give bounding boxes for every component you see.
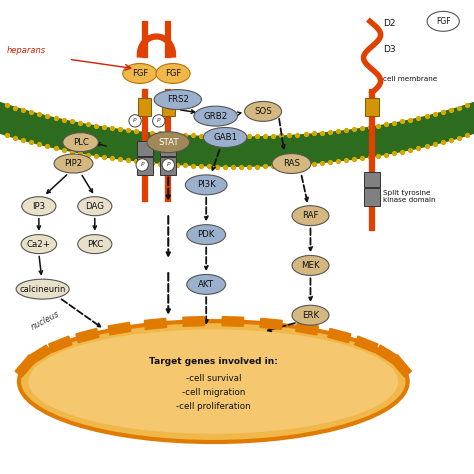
Ellipse shape bbox=[203, 128, 247, 147]
FancyBboxPatch shape bbox=[15, 354, 36, 378]
Ellipse shape bbox=[156, 64, 190, 83]
Ellipse shape bbox=[272, 154, 311, 173]
Ellipse shape bbox=[187, 274, 226, 294]
Text: nucleus: nucleus bbox=[29, 309, 61, 331]
Text: RAF: RAF bbox=[302, 211, 319, 220]
Ellipse shape bbox=[154, 90, 201, 109]
Text: P: P bbox=[157, 118, 161, 123]
Bar bbox=[137, 157, 153, 175]
Text: IP3: IP3 bbox=[32, 202, 46, 210]
FancyBboxPatch shape bbox=[144, 318, 167, 330]
Circle shape bbox=[153, 115, 165, 127]
Text: Target genes involved in:: Target genes involved in: bbox=[149, 357, 278, 365]
Text: GAB1: GAB1 bbox=[213, 133, 237, 142]
Text: FGF: FGF bbox=[165, 69, 181, 78]
Text: D2: D2 bbox=[383, 19, 395, 28]
Text: DAG: DAG bbox=[85, 202, 104, 210]
Ellipse shape bbox=[187, 225, 226, 245]
Circle shape bbox=[129, 115, 141, 127]
Circle shape bbox=[162, 159, 174, 171]
Text: -cell proliferation: -cell proliferation bbox=[176, 402, 251, 411]
Ellipse shape bbox=[63, 133, 99, 152]
Text: Split tyrosine
kinase domain: Split tyrosine kinase domain bbox=[383, 190, 436, 203]
Bar bbox=[137, 141, 153, 156]
Text: P: P bbox=[140, 163, 144, 167]
FancyBboxPatch shape bbox=[27, 345, 52, 365]
Text: PIP2: PIP2 bbox=[64, 159, 82, 168]
FancyBboxPatch shape bbox=[375, 345, 399, 365]
Ellipse shape bbox=[19, 321, 408, 442]
FancyBboxPatch shape bbox=[259, 318, 283, 330]
FancyBboxPatch shape bbox=[182, 316, 205, 327]
Text: P: P bbox=[166, 163, 170, 167]
Circle shape bbox=[136, 159, 148, 171]
Text: RAS: RAS bbox=[283, 159, 300, 168]
Text: SOS: SOS bbox=[254, 107, 272, 116]
Ellipse shape bbox=[292, 206, 329, 226]
Ellipse shape bbox=[185, 175, 227, 195]
Text: calcineurin: calcineurin bbox=[19, 285, 66, 293]
Text: FGF: FGF bbox=[132, 69, 148, 78]
Ellipse shape bbox=[78, 197, 112, 216]
Text: heparans: heparans bbox=[7, 46, 46, 55]
Text: ERK: ERK bbox=[302, 311, 319, 319]
Ellipse shape bbox=[16, 279, 69, 299]
Ellipse shape bbox=[22, 197, 56, 216]
Bar bbox=[160, 141, 176, 156]
Ellipse shape bbox=[78, 235, 112, 254]
Text: PKC: PKC bbox=[87, 240, 103, 248]
Bar bbox=[365, 98, 379, 116]
Text: P: P bbox=[133, 118, 137, 123]
Ellipse shape bbox=[194, 106, 237, 126]
Text: PI3K: PI3K bbox=[197, 181, 216, 189]
Bar bbox=[364, 172, 380, 187]
FancyBboxPatch shape bbox=[295, 322, 319, 336]
Ellipse shape bbox=[427, 11, 459, 31]
Bar bbox=[364, 188, 380, 206]
Text: PLC: PLC bbox=[73, 138, 89, 146]
Ellipse shape bbox=[123, 64, 157, 83]
Text: GRB2: GRB2 bbox=[203, 112, 228, 120]
Text: AKT: AKT bbox=[198, 280, 214, 289]
Ellipse shape bbox=[245, 101, 282, 121]
Text: -cell migration: -cell migration bbox=[182, 388, 245, 397]
Text: FGF: FGF bbox=[436, 17, 450, 26]
Text: -cell survival: -cell survival bbox=[185, 374, 241, 383]
Ellipse shape bbox=[292, 305, 329, 325]
Ellipse shape bbox=[21, 235, 57, 254]
Text: FRS2: FRS2 bbox=[167, 95, 189, 104]
FancyBboxPatch shape bbox=[48, 336, 73, 353]
Text: STAT: STAT bbox=[158, 138, 179, 146]
Bar bbox=[160, 157, 176, 175]
FancyBboxPatch shape bbox=[354, 336, 379, 353]
Bar bbox=[162, 98, 175, 116]
Ellipse shape bbox=[147, 132, 190, 153]
FancyBboxPatch shape bbox=[108, 322, 131, 336]
FancyBboxPatch shape bbox=[327, 328, 351, 343]
Text: D3: D3 bbox=[383, 45, 396, 54]
Text: MEK: MEK bbox=[301, 261, 320, 270]
Ellipse shape bbox=[292, 255, 329, 275]
Text: PDK: PDK bbox=[198, 230, 215, 239]
Text: Ca2+: Ca2+ bbox=[27, 240, 51, 248]
FancyBboxPatch shape bbox=[390, 354, 412, 378]
FancyBboxPatch shape bbox=[221, 316, 244, 327]
Text: cell membrane: cell membrane bbox=[383, 75, 437, 82]
Ellipse shape bbox=[28, 329, 398, 434]
Bar bbox=[138, 98, 151, 116]
FancyBboxPatch shape bbox=[75, 328, 100, 343]
Ellipse shape bbox=[54, 154, 93, 173]
